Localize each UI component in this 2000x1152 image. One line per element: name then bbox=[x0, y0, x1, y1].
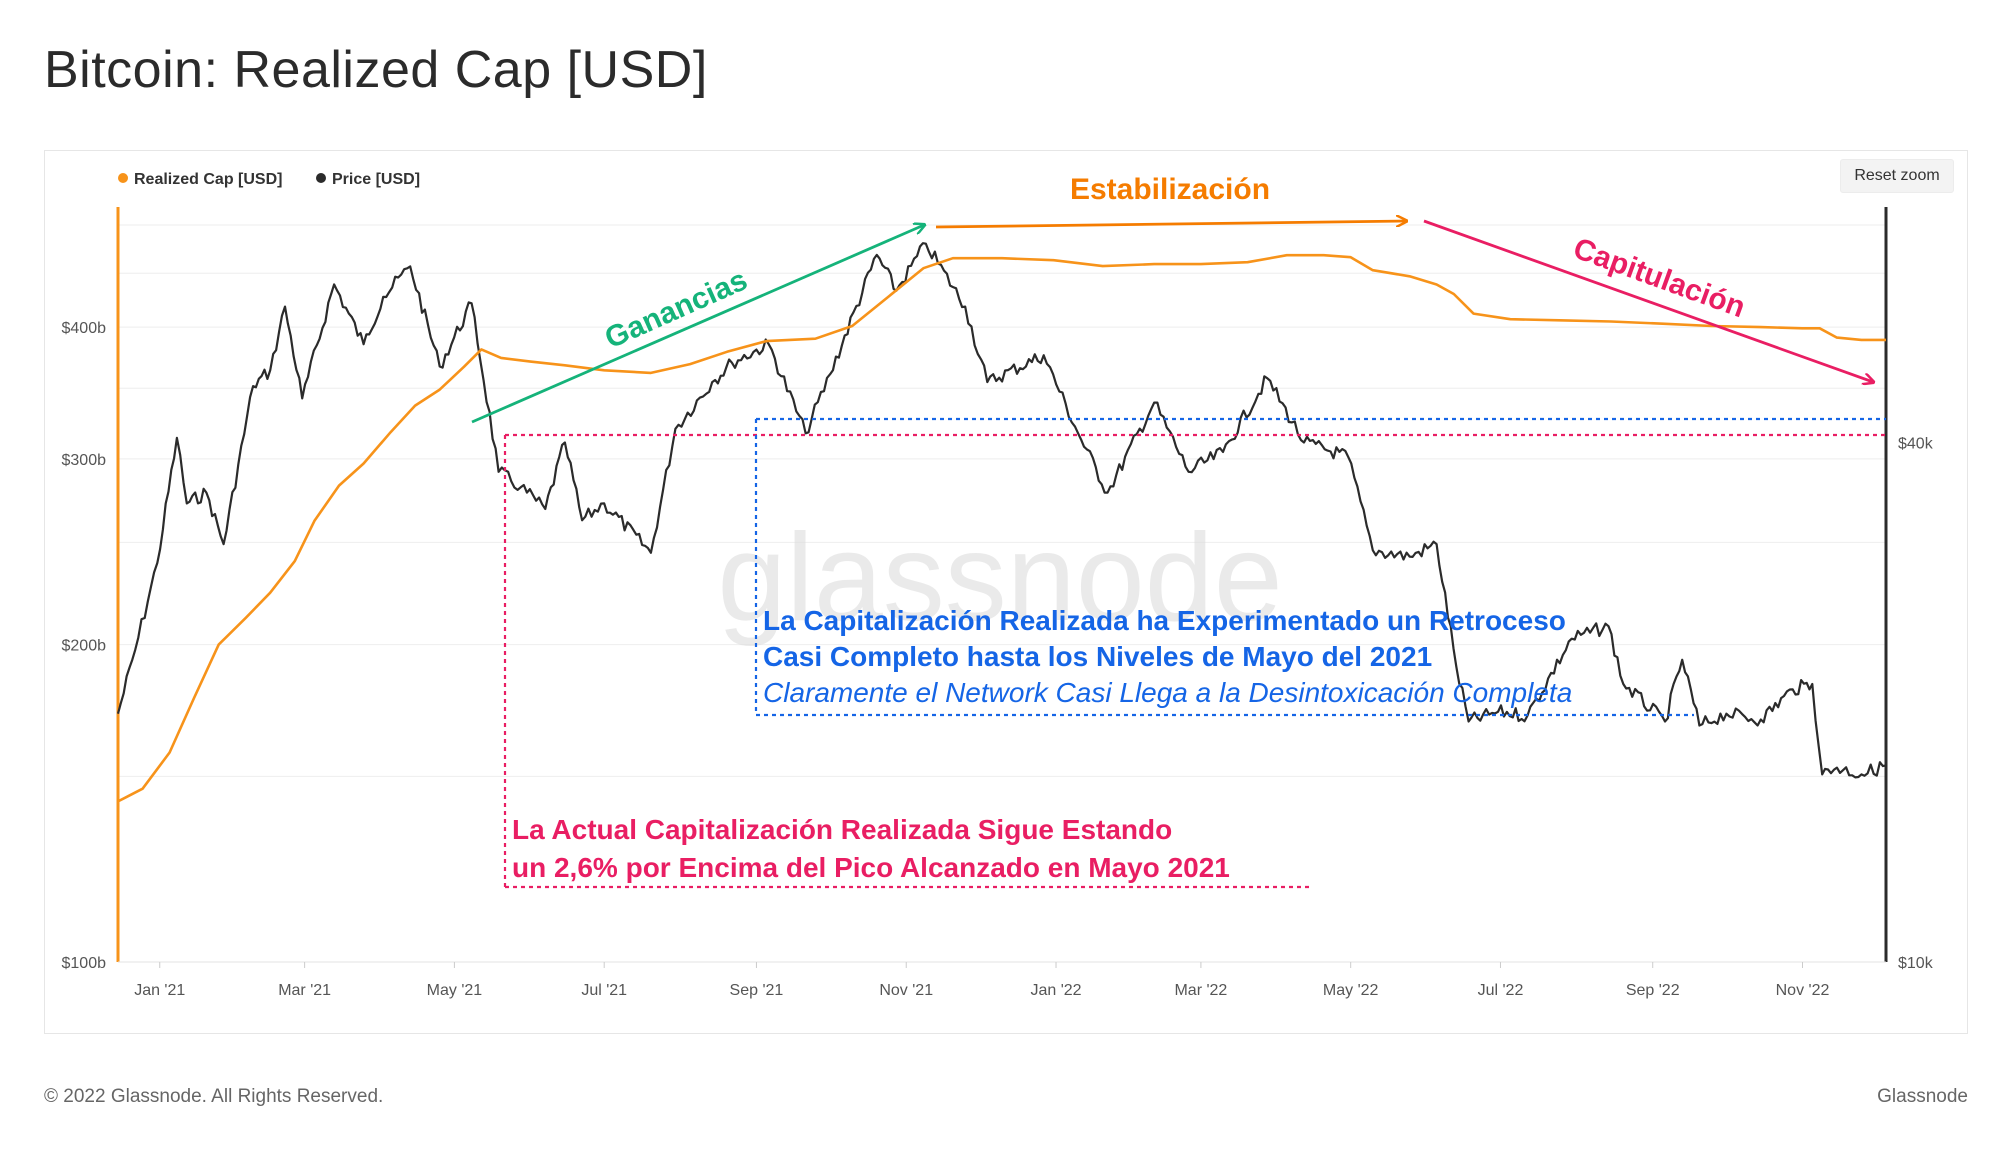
x-tick-label: Jul '22 bbox=[1478, 982, 1524, 999]
blue-annotation-line2: Casi Completo hasta los Niveles de Mayo … bbox=[763, 641, 1432, 672]
legend-label-realized-cap[interactable]: Realized Cap [USD] bbox=[134, 171, 282, 188]
y-right-tick-label: $40k bbox=[1898, 436, 1934, 453]
glassnode-watermark: glassnode bbox=[717, 509, 1282, 647]
blue-annotation-line3: Claramente el Network Casi Llega a la De… bbox=[763, 677, 1572, 708]
x-tick-label: Sep '21 bbox=[730, 982, 784, 999]
capitulacion-arrow bbox=[1423, 219, 1873, 382]
x-ticks: Jan '21 Mar '21 May '21 Jul '21 Sep '21 Nov '… bbox=[134, 962, 1829, 999]
grid-lines bbox=[118, 224, 1886, 777]
y-right-tick-label: $10k bbox=[1898, 955, 1934, 972]
x-tick-label: Jan '21 bbox=[134, 982, 185, 999]
legend-label-price[interactable]: Price [USD] bbox=[332, 171, 420, 188]
estabilizacion-label: Estabilización bbox=[1070, 173, 1270, 206]
footer-copyright: © 2022 Glassnode. All Rights Reserved. bbox=[44, 1086, 384, 1107]
ganancias-arrow bbox=[471, 225, 924, 424]
chart-frame bbox=[44, 150, 1968, 1034]
x-tick-label: Sep '22 bbox=[1626, 982, 1680, 999]
x-tick-label: Jul '21 bbox=[581, 982, 627, 999]
y-left-tick-label: $400b bbox=[62, 320, 107, 337]
pink-annotation-line2: un 2,6% por Encima del Pico Alcanzado en… bbox=[512, 852, 1230, 883]
x-tick-label: Nov '21 bbox=[879, 982, 933, 999]
realized-cap-series-line bbox=[117, 253, 1886, 803]
y-left-tick-label: $100b bbox=[62, 955, 107, 972]
y-left-tick-label: $300b bbox=[62, 452, 107, 469]
estabilizacion-arrow bbox=[935, 221, 1406, 229]
x-tick-label: Nov '22 bbox=[1776, 982, 1830, 999]
y-left-ticks: $100b $200b $300b $400b bbox=[62, 320, 107, 972]
pink-annotation-line1: La Actual Capitalización Realizada Sigue… bbox=[512, 814, 1172, 845]
footer-brand: Glassnode bbox=[1877, 1086, 1968, 1107]
y-left-tick-label: $200b bbox=[62, 638, 107, 655]
price-series-line bbox=[116, 242, 1887, 779]
x-tick-label: Jan '22 bbox=[1030, 982, 1081, 999]
x-tick-label: Mar '22 bbox=[1174, 982, 1227, 999]
legend-dot-realized-cap bbox=[118, 173, 128, 183]
y-right-ticks: $10k $40k bbox=[1898, 436, 1934, 972]
page-title: Bitcoin: Realized Cap [USD] bbox=[44, 41, 708, 99]
chart-legend: Realized Cap [USD] Price [USD] bbox=[118, 171, 420, 188]
x-tick-label: Mar '21 bbox=[278, 982, 331, 999]
legend-dot-price bbox=[316, 173, 326, 183]
capitulacion-label: Capitulación bbox=[1569, 232, 1749, 325]
x-tick-label: May '22 bbox=[1323, 982, 1379, 999]
reset-zoom-button[interactable]: Reset zoom bbox=[1840, 159, 1954, 193]
x-tick-label: May '21 bbox=[427, 982, 483, 999]
blue-annotation-line1: La Capitalización Realizada ha Experimen… bbox=[763, 605, 1566, 636]
